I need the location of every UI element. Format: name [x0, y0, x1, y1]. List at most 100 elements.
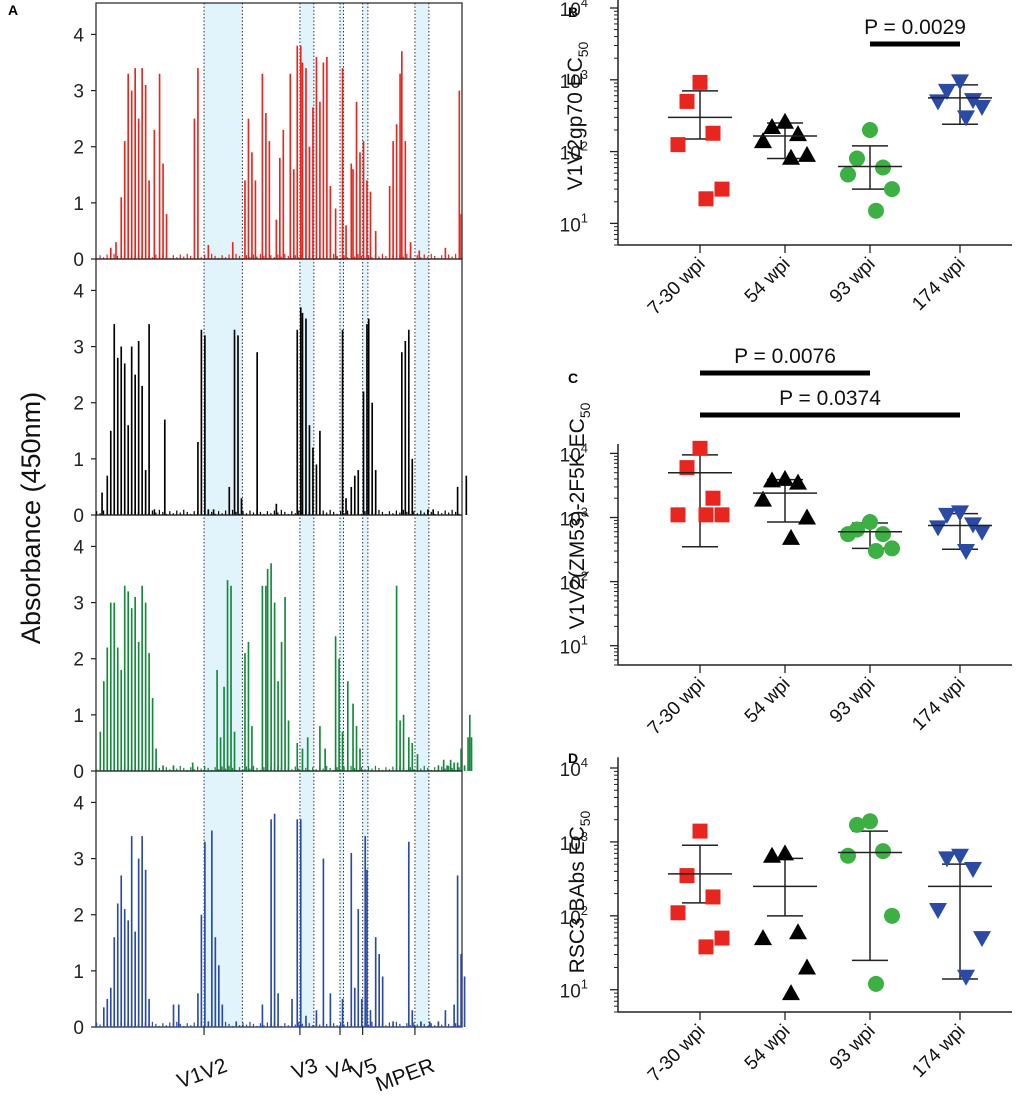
data-point	[957, 969, 975, 986]
bar	[308, 146, 311, 259]
y-tick-label: 4	[73, 281, 84, 302]
bar	[123, 141, 126, 259]
bar	[301, 1023, 303, 1027]
y-tick-label: 4	[73, 537, 84, 558]
y-label-subscript: 50	[577, 810, 593, 826]
bar	[441, 1024, 443, 1027]
y-axis-label: Absorbance (450nm)	[16, 392, 46, 644]
bar	[235, 253, 237, 259]
bar	[294, 255, 296, 259]
x-category-label: 174 wpi	[908, 254, 969, 315]
y-tick-label: 101	[560, 633, 588, 659]
bar	[155, 748, 157, 771]
bar	[369, 1010, 372, 1027]
bar	[364, 836, 367, 1027]
bar	[224, 257, 227, 259]
bar	[249, 1021, 251, 1027]
bar	[326, 512, 328, 515]
y-tick-exponent: 2	[581, 903, 588, 918]
bar	[99, 731, 102, 771]
bar	[109, 247, 112, 259]
bar	[329, 509, 331, 515]
bar	[214, 767, 216, 771]
bar	[197, 442, 199, 515]
bar	[366, 324, 368, 515]
bar	[299, 307, 302, 515]
bar	[284, 596, 286, 771]
bar	[326, 1023, 328, 1027]
bar	[378, 767, 380, 771]
bar	[374, 470, 377, 515]
bar	[265, 113, 267, 259]
bar	[319, 430, 321, 515]
bar	[423, 765, 425, 771]
bar	[388, 186, 391, 259]
bar	[265, 585, 267, 771]
bar	[134, 68, 136, 260]
bar	[334, 208, 337, 259]
bar	[259, 253, 262, 259]
bar	[306, 737, 309, 771]
data-point	[714, 507, 730, 523]
bar	[296, 329, 299, 515]
bar	[212, 509, 215, 515]
bar	[172, 255, 174, 259]
data-point	[754, 929, 772, 946]
bar	[116, 255, 119, 259]
bar	[409, 767, 411, 771]
bar	[374, 230, 377, 259]
bar	[266, 511, 269, 515]
data-point	[875, 159, 891, 176]
series-174-wpi	[928, 848, 992, 986]
bar	[231, 1025, 234, 1027]
data-point	[868, 202, 884, 219]
bar	[413, 511, 415, 515]
bar	[216, 669, 218, 771]
data-point	[849, 150, 865, 167]
bar	[261, 1004, 264, 1027]
bar	[298, 510, 300, 515]
y-tick-label: 3	[73, 594, 84, 615]
bar	[315, 56, 318, 260]
bar	[346, 681, 349, 771]
data-point	[798, 958, 816, 975]
bar	[449, 759, 452, 771]
y-tick-label: 0	[73, 506, 84, 527]
bar	[416, 513, 418, 515]
y-tick-label: 1	[73, 706, 84, 727]
series-54-wpi	[753, 844, 817, 1001]
bar	[336, 767, 338, 771]
bar	[329, 767, 331, 771]
y-tick-exponent: 4	[581, 440, 588, 455]
bar	[287, 1025, 289, 1027]
bar	[427, 509, 429, 515]
bar	[134, 596, 136, 771]
bar	[200, 768, 202, 771]
bar	[442, 759, 445, 771]
bar	[252, 1023, 255, 1027]
bar	[165, 767, 167, 771]
bar	[340, 1022, 342, 1027]
bar	[101, 492, 103, 515]
data-point	[782, 148, 800, 165]
bar	[448, 765, 450, 771]
bar	[355, 101, 358, 260]
bar	[183, 256, 185, 259]
p-value-label: P = 0.0076	[734, 345, 836, 368]
y-label-main: RSC3 BAbs EC	[566, 826, 589, 973]
y-label-subscript: 50	[577, 402, 593, 418]
bar	[249, 768, 251, 771]
bar	[148, 998, 150, 1027]
bar	[204, 841, 206, 1027]
bar	[200, 257, 202, 259]
profile-4: 0 1 2 3 4	[73, 770, 466, 1039]
data-point	[670, 137, 686, 153]
bar	[102, 1007, 105, 1027]
bar	[218, 965, 220, 1027]
bar	[381, 511, 384, 515]
bar	[224, 510, 227, 515]
bar	[134, 374, 136, 515]
bar	[322, 510, 324, 515]
bar	[183, 1025, 185, 1027]
